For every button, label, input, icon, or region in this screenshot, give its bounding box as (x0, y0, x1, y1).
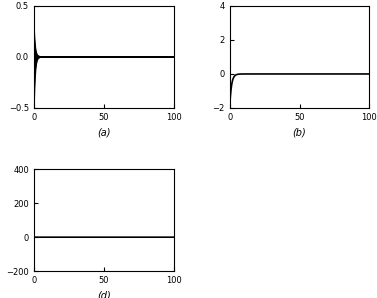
X-axis label: (b): (b) (293, 127, 307, 137)
X-axis label: (d): (d) (97, 291, 111, 298)
X-axis label: (a): (a) (97, 127, 110, 137)
